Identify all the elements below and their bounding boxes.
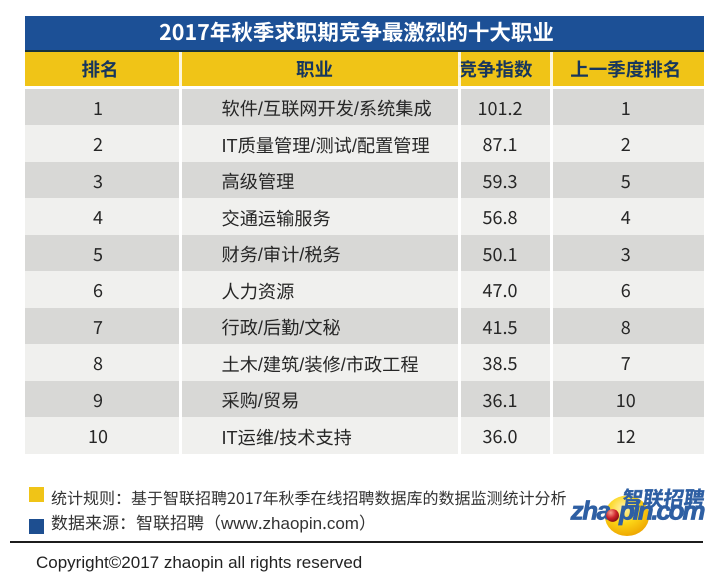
svg-text:zha: zha xyxy=(570,496,611,526)
svg-text:智联招聘: 智联招聘 xyxy=(621,482,707,512)
svg-text:pin.com: pin.com xyxy=(618,496,705,526)
